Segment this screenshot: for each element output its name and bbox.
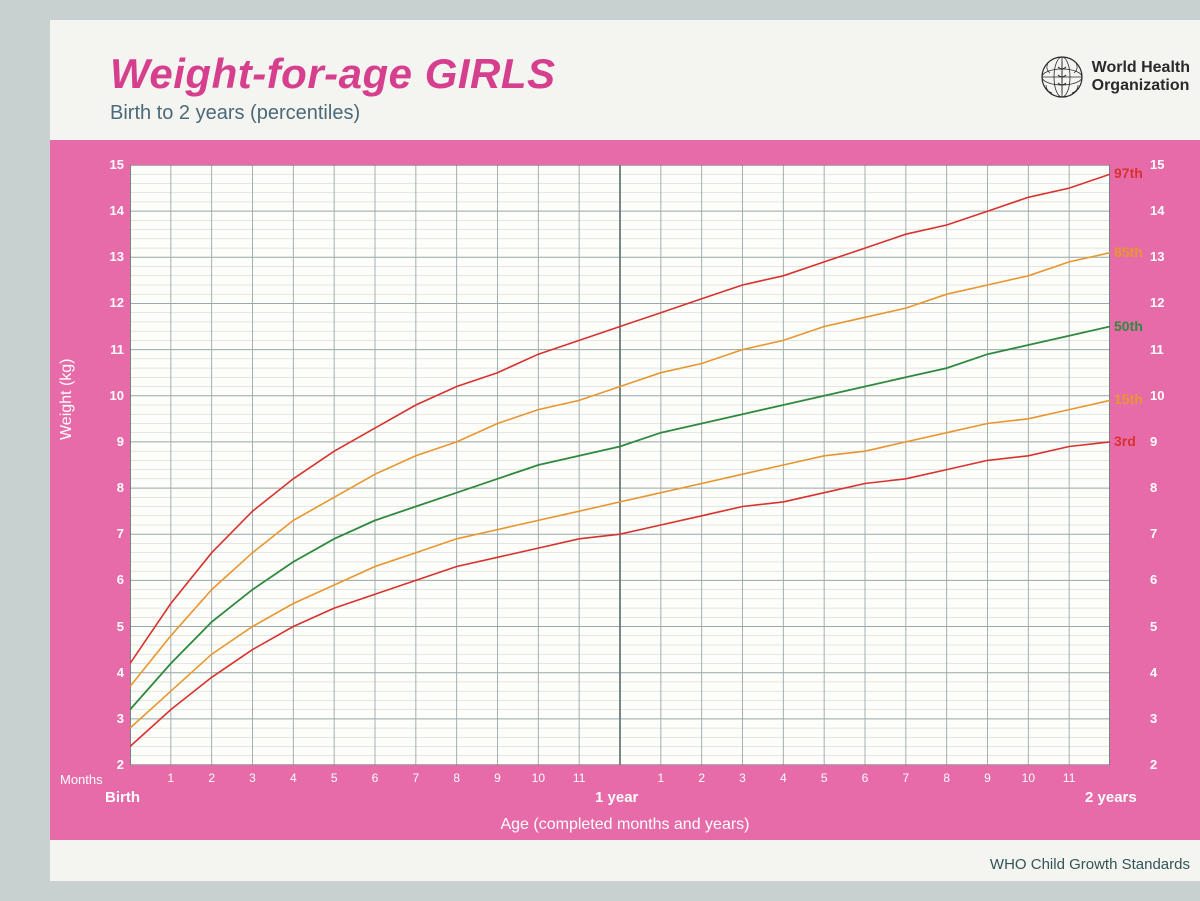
xtick-month: 10 — [1018, 771, 1038, 785]
ytick-right: 15 — [1150, 157, 1174, 172]
xtick-month: 3 — [733, 771, 753, 785]
ytick-right: 10 — [1150, 388, 1174, 403]
ytick-right: 3 — [1150, 711, 1174, 726]
two-years-label: 2 years — [1085, 789, 1137, 806]
ytick-left: 4 — [100, 665, 124, 680]
percentile-label-50th: 50th — [1114, 318, 1143, 334]
xtick-month: 2 — [202, 771, 222, 785]
xtick-month: 11 — [569, 771, 589, 785]
percentile-label-15th: 15th — [1114, 391, 1143, 407]
one-year-label: 1 year — [595, 789, 638, 806]
plot-area — [130, 165, 1110, 765]
ytick-right: 12 — [1150, 295, 1174, 310]
series-3rd — [130, 442, 1110, 747]
who-logo: World Health Organization — [1040, 55, 1190, 99]
chart-subtitle: Birth to 2 years (percentiles) — [110, 102, 360, 125]
y-axis-label: Weight (kg) — [58, 358, 76, 440]
ytick-left: 5 — [100, 619, 124, 634]
xtick-month: 7 — [896, 771, 916, 785]
xtick-month: 1 — [651, 771, 671, 785]
xtick-month: 5 — [814, 771, 834, 785]
ytick-left: 2 — [100, 757, 124, 772]
xtick-month: 10 — [528, 771, 548, 785]
ytick-right: 9 — [1150, 434, 1174, 449]
percentile-label-85th: 85th — [1114, 244, 1143, 260]
xtick-month: 6 — [365, 771, 385, 785]
months-label: Months — [60, 772, 103, 787]
xtick-month: 5 — [324, 771, 344, 785]
ytick-right: 7 — [1150, 526, 1174, 541]
ytick-left: 7 — [100, 526, 124, 541]
ytick-left: 11 — [100, 342, 124, 357]
birth-label: Birth — [105, 789, 140, 806]
chart-frame: Weight (kg) Age (completed months and ye… — [50, 140, 1200, 840]
series-layer — [130, 165, 1110, 765]
sheet: Weight-for-age GIRLS Birth to 2 years (p… — [50, 20, 1200, 881]
who-logo-icon — [1040, 55, 1084, 99]
ytick-left: 3 — [100, 711, 124, 726]
org-line-1: World Health — [1092, 59, 1190, 77]
who-logo-text: World Health Organization — [1092, 59, 1190, 94]
ytick-left: 9 — [100, 434, 124, 449]
series-85th — [130, 253, 1110, 687]
series-15th — [130, 400, 1110, 728]
ytick-left: 8 — [100, 480, 124, 495]
ytick-left: 15 — [100, 157, 124, 172]
xtick-month: 2 — [692, 771, 712, 785]
xtick-month: 4 — [773, 771, 793, 785]
series-50th — [130, 327, 1110, 710]
xtick-month: 8 — [447, 771, 467, 785]
xtick-month: 3 — [243, 771, 263, 785]
ytick-right: 6 — [1150, 572, 1174, 587]
series-97th — [130, 174, 1110, 663]
xtick-month: 8 — [937, 771, 957, 785]
ytick-right: 14 — [1150, 203, 1174, 218]
ytick-left: 12 — [100, 295, 124, 310]
xtick-month: 11 — [1059, 771, 1079, 785]
xtick-month: 1 — [161, 771, 181, 785]
percentile-label-3rd: 3rd — [1114, 433, 1136, 449]
xtick-month: 9 — [978, 771, 998, 785]
ytick-left: 13 — [100, 249, 124, 264]
ytick-left: 6 — [100, 572, 124, 587]
ytick-left: 14 — [100, 203, 124, 218]
org-line-2: Organization — [1092, 77, 1190, 95]
ytick-right: 11 — [1150, 342, 1174, 357]
footer-text: WHO Child Growth Standards — [990, 856, 1190, 873]
x-axis-label: Age (completed months and years) — [50, 816, 1200, 834]
percentile-label-97th: 97th — [1114, 165, 1143, 181]
ytick-left: 10 — [100, 388, 124, 403]
ytick-right: 13 — [1150, 249, 1174, 264]
ytick-right: 4 — [1150, 665, 1174, 680]
ytick-right: 5 — [1150, 619, 1174, 634]
chart-title: Weight-for-age GIRLS — [110, 50, 556, 98]
ytick-right: 8 — [1150, 480, 1174, 495]
ytick-right: 2 — [1150, 757, 1174, 772]
xtick-month: 6 — [855, 771, 875, 785]
xtick-month: 9 — [488, 771, 508, 785]
xtick-month: 7 — [406, 771, 426, 785]
xtick-month: 4 — [283, 771, 303, 785]
